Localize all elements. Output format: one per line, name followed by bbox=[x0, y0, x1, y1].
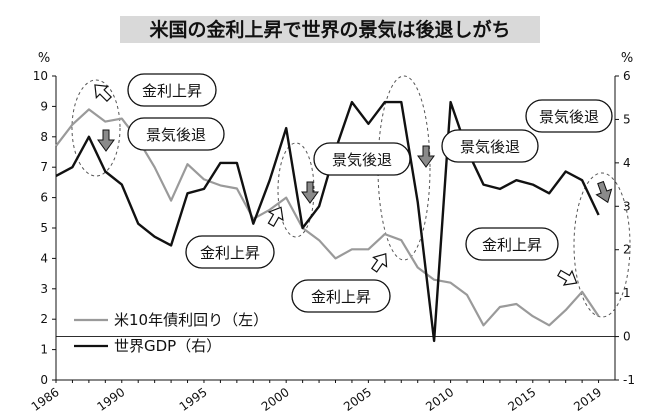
y-left-tick-label: 10 bbox=[33, 69, 48, 83]
chart-title: 米国の金利上昇で世界の景気は後退しがち bbox=[149, 18, 510, 41]
y-left-tick-label: 7 bbox=[40, 160, 48, 174]
y-right-tick-label: 3 bbox=[623, 199, 631, 213]
callout-rate-rise-2018: 金利上昇 bbox=[465, 227, 559, 261]
callout-rate-rise-1999: 金利上昇 bbox=[185, 235, 275, 269]
y-left-tick-label: 6 bbox=[40, 191, 48, 205]
up-arrow-icon bbox=[94, 84, 113, 103]
svg-text:金利上昇: 金利上昇 bbox=[482, 236, 542, 254]
down-arrow-icon bbox=[417, 145, 435, 168]
y-left-tick-label: 5 bbox=[40, 221, 48, 235]
callout-recession-2019: 景気後退 bbox=[525, 99, 613, 133]
y-left-tick-label: 2 bbox=[40, 312, 48, 326]
x-tick-label: 2015 bbox=[505, 385, 538, 414]
down-arrow-icon bbox=[595, 180, 613, 204]
y-right-tick-label: 1 bbox=[623, 286, 631, 300]
y-left-tick-label: 9 bbox=[40, 99, 48, 113]
up-arrow-icon bbox=[557, 269, 578, 286]
x-tick-label: 2000 bbox=[259, 385, 292, 414]
svg-text:金利上昇: 金利上昇 bbox=[200, 244, 260, 262]
down-arrow-icon bbox=[97, 129, 115, 152]
callout-recession-2008: 景気後退 bbox=[441, 129, 539, 163]
svg-text:景気後退: 景気後退 bbox=[332, 151, 392, 169]
episode-ellipse-1988 bbox=[71, 79, 121, 177]
y-left-unit: % bbox=[38, 51, 50, 66]
y-left-tick-label: 3 bbox=[40, 282, 48, 296]
legend-label-yield: 米10年債利回り（左） bbox=[114, 311, 268, 329]
y-right-tick-label: 4 bbox=[623, 156, 631, 170]
episode-ellipse-2019 bbox=[573, 172, 631, 318]
y-right-tick-label: -1 bbox=[623, 373, 635, 387]
up-arrow-icon bbox=[267, 206, 284, 227]
callout-recession-2001: 景気後退 bbox=[313, 142, 411, 176]
legend: 米10年債利回り（左） 世界GDP（右） bbox=[74, 311, 268, 355]
y-right-tick-label: 6 bbox=[623, 69, 631, 83]
chart-title-box bbox=[120, 16, 540, 43]
series-line-us-10y-yield bbox=[55, 108, 600, 327]
y-left-tick-label: 1 bbox=[40, 343, 48, 357]
y-left-tick-label: 8 bbox=[40, 130, 48, 144]
down-arrow-icon bbox=[301, 181, 319, 204]
x-tick-label: 1995 bbox=[177, 385, 210, 414]
y-right-unit: % bbox=[621, 51, 633, 66]
y-right-tick-label: 5 bbox=[623, 112, 631, 126]
callout-rate-rise-1988: 金利上昇 bbox=[127, 73, 217, 107]
x-tick-label: 2019 bbox=[571, 385, 604, 414]
x-tick-label: 1986 bbox=[29, 385, 62, 414]
callout-recession-1990: 景気後退 bbox=[127, 117, 225, 151]
svg-text:金利上昇: 金利上昇 bbox=[142, 82, 202, 100]
svg-text:景気後退: 景気後退 bbox=[539, 108, 599, 126]
up-arrow-icon bbox=[370, 253, 388, 273]
y-left-tick-label: 0 bbox=[40, 373, 48, 387]
y-right-tick-label: 0 bbox=[623, 330, 631, 344]
x-tick-label: 1990 bbox=[94, 385, 127, 414]
callout-rate-rise-2005: 金利上昇 bbox=[291, 279, 391, 313]
legend-label-gdp: 世界GDP（右） bbox=[114, 337, 221, 355]
y-right-tick-label: 2 bbox=[623, 243, 631, 257]
x-tick-label: 2005 bbox=[341, 385, 374, 414]
x-tick-label: 2010 bbox=[423, 385, 456, 414]
y-left-tick-label: 4 bbox=[40, 251, 48, 265]
svg-text:金利上昇: 金利上昇 bbox=[311, 288, 371, 306]
svg-text:景気後退: 景気後退 bbox=[460, 138, 520, 156]
series-line-world-gdp bbox=[55, 100, 600, 343]
episode-ellipse-2000 bbox=[277, 142, 315, 238]
svg-text:景気後退: 景気後退 bbox=[146, 126, 206, 144]
